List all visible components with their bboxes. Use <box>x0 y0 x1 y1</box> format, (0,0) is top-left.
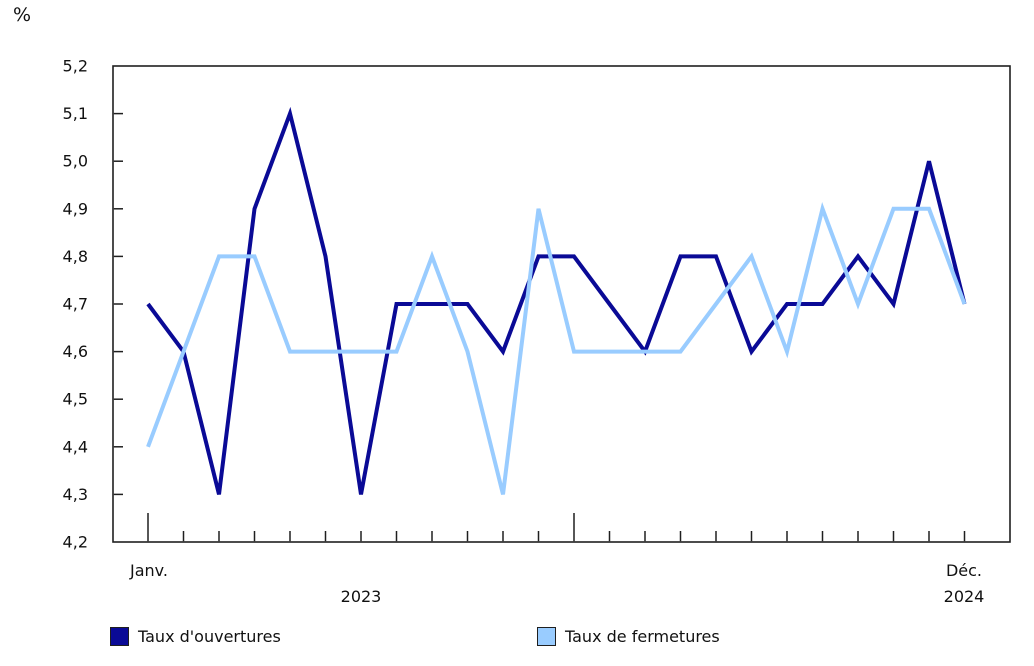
y-axis-tick-label: 5,0 <box>63 152 88 171</box>
y-axis-tick-label: 4,3 <box>63 485 88 504</box>
y-axis-tick-label: 4,7 <box>63 295 88 314</box>
x-axis-year-2023-label: 2023 <box>340 587 382 606</box>
legend-label-ouvertures: Taux d'ouvertures <box>138 627 281 646</box>
series-line-ouvertures <box>146 106 967 495</box>
y-axis-tick-label: 4,4 <box>63 437 88 456</box>
y-axis-tick-label: 5,1 <box>63 104 88 123</box>
series-line-fermetures <box>146 202 967 495</box>
y-axis-tick-label: 4,8 <box>63 247 88 266</box>
legend-label-fermetures: Taux de fermetures <box>565 627 720 646</box>
legend-item-ouvertures: Taux d'ouvertures <box>110 627 281 646</box>
plot-frame <box>112 65 1011 543</box>
y-axis-tick-label: 4,6 <box>63 342 88 361</box>
legend-swatch-fermetures <box>537 627 556 646</box>
legend-swatch-ouvertures <box>110 627 129 646</box>
y-axis-tick-label: 4,5 <box>63 390 88 409</box>
x-axis-last-month-label: Déc. <box>945 561 983 580</box>
y-axis-tick-label: 4,9 <box>63 199 88 218</box>
y-axis-tick-label: 5,2 <box>63 57 88 76</box>
y-axis-unit-label: % <box>13 4 32 26</box>
legend-item-fermetures: Taux de fermetures <box>537 627 720 646</box>
x-axis-year-2024-label: 2024 <box>943 587 985 606</box>
y-axis-tick-label: 4,2 <box>63 533 88 552</box>
x-axis-first-month-label: Janv. <box>130 561 168 580</box>
